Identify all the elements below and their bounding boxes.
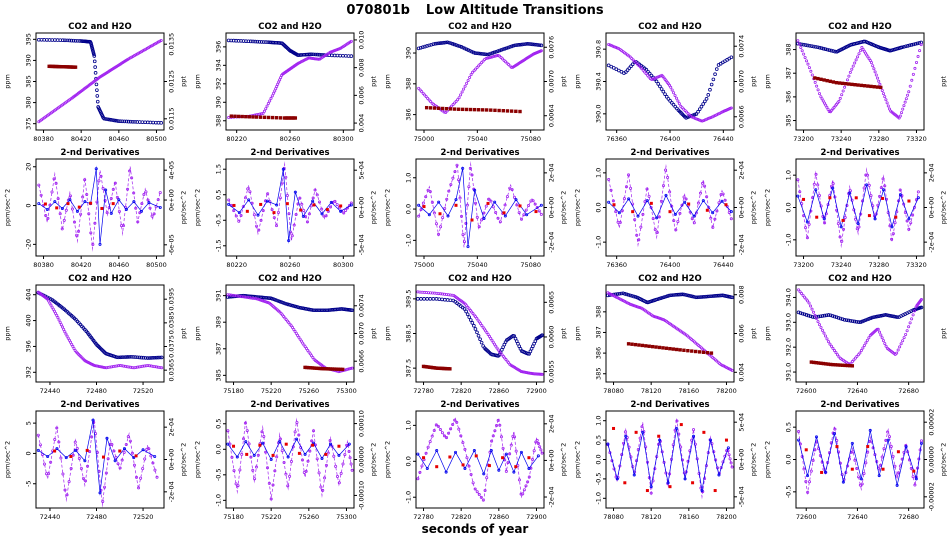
panel-r3c4-co2-h2o: [570, 272, 760, 398]
panel-r3c1-co2-h2o: [0, 272, 190, 398]
panel-canvas-r1c2: [190, 20, 380, 146]
chart-grid: [0, 20, 950, 524]
panel-r2c5-derivatives: [760, 146, 950, 272]
panel-r4c3-derivatives: [380, 398, 570, 524]
panel-canvas-r3c2: [190, 272, 380, 398]
panel-canvas-r2c3: [380, 146, 570, 272]
panel-r2c4-derivatives: [570, 146, 760, 272]
panel-canvas-r2c4: [570, 146, 760, 272]
panel-canvas-r4c1: [0, 398, 190, 524]
panel-r1c3-co2-h2o: [380, 20, 570, 146]
panel-canvas-r1c5: [760, 20, 950, 146]
panel-canvas-r3c1: [0, 272, 190, 398]
figure-run-id: 070801b: [346, 3, 410, 18]
panel-canvas-r1c4: [570, 20, 760, 146]
panel-r3c3-co2-h2o: [380, 272, 570, 398]
panel-r1c4-co2-h2o: [570, 20, 760, 146]
panel-r3c2-co2-h2o: [190, 272, 380, 398]
shared-x-axis-label: seconds of year: [421, 522, 529, 536]
panel-canvas-r4c5: [760, 398, 950, 524]
panel-r2c3-derivatives: [380, 146, 570, 272]
panel-r4c2-derivatives: [190, 398, 380, 524]
panel-r4c1-derivatives: [0, 398, 190, 524]
panel-canvas-r2c1: [0, 146, 190, 272]
panel-r4c4-derivatives: [570, 398, 760, 524]
figure-title: 070801b Low Altitude Transitions: [0, 0, 950, 20]
panel-r4c5-derivatives: [760, 398, 950, 524]
panel-r1c5-co2-h2o: [760, 20, 950, 146]
panel-r1c1-co2-h2o: [0, 20, 190, 146]
panel-canvas-r4c3: [380, 398, 570, 524]
panel-canvas-r3c5: [760, 272, 950, 398]
figure-title-text: Low Altitude Transitions: [425, 3, 604, 18]
panel-r1c2-co2-h2o: [190, 20, 380, 146]
panel-canvas-r4c2: [190, 398, 380, 524]
panel-canvas-r2c5: [760, 146, 950, 272]
panel-canvas-r1c1: [0, 20, 190, 146]
panel-r2c1-derivatives: [0, 146, 190, 272]
panel-canvas-r3c3: [380, 272, 570, 398]
panel-r3c5-co2-h2o: [760, 272, 950, 398]
panel-canvas-r2c2: [190, 146, 380, 272]
panel-r2c2-derivatives: [190, 146, 380, 272]
panel-canvas-r1c3: [380, 20, 570, 146]
panel-canvas-r4c4: [570, 398, 760, 524]
panel-canvas-r3c4: [570, 272, 760, 398]
